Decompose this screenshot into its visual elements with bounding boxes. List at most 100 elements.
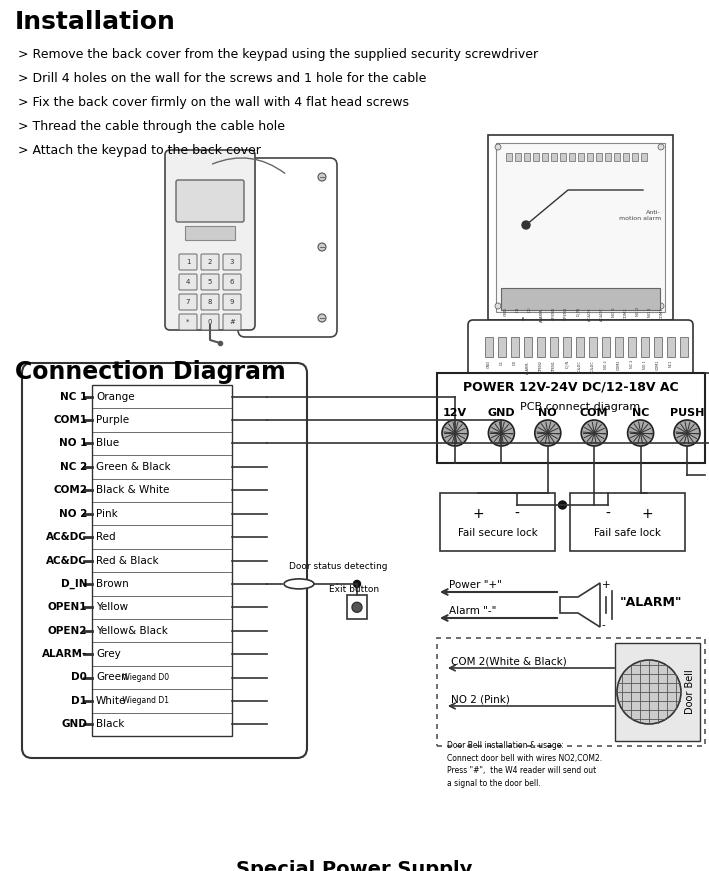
Text: 1: 1 (186, 259, 190, 265)
Circle shape (318, 243, 326, 251)
Text: D0: D0 (71, 672, 87, 683)
Circle shape (318, 314, 326, 322)
Bar (615, 643, 700, 741)
FancyBboxPatch shape (201, 254, 219, 270)
Text: GND: GND (487, 360, 491, 368)
Text: COM2: COM2 (624, 307, 628, 319)
Text: 3: 3 (230, 259, 234, 265)
Text: PCB connect diagram: PCB connect diagram (520, 402, 640, 412)
Bar (605, 153, 611, 161)
Bar (542, 153, 548, 161)
Text: D1: D1 (516, 307, 520, 313)
Text: OPEN2: OPEN2 (552, 307, 556, 321)
Bar (347, 595, 367, 619)
Text: Yellow: Yellow (96, 603, 128, 612)
Bar (563, 337, 571, 357)
Text: > Drill 4 holes on the wall for the screws and 1 hole for the cable: > Drill 4 holes on the wall for the scre… (18, 72, 426, 85)
Text: D_IN: D_IN (60, 578, 87, 589)
Text: +: + (602, 580, 610, 590)
Bar (623, 153, 629, 161)
Text: COM1: COM1 (656, 360, 660, 370)
Bar (506, 153, 512, 161)
Text: NO 2: NO 2 (59, 509, 87, 519)
FancyBboxPatch shape (22, 363, 307, 758)
Circle shape (495, 303, 501, 309)
Circle shape (522, 221, 530, 229)
Text: NC 2: NC 2 (630, 360, 634, 368)
Text: Door Bell: Door Bell (685, 670, 695, 714)
Text: -: - (515, 507, 520, 521)
Text: Purple: Purple (96, 415, 129, 425)
Text: Pink: Pink (96, 509, 118, 519)
Bar (511, 337, 519, 357)
Bar (667, 337, 675, 357)
FancyBboxPatch shape (179, 274, 197, 290)
FancyBboxPatch shape (437, 638, 705, 746)
Text: Door status detecting: Door status detecting (289, 562, 388, 571)
FancyBboxPatch shape (468, 320, 693, 400)
Text: #: # (229, 319, 235, 325)
Text: Door Bell installation & usage:
Connect door bell with wires NO2,COM2.
Press "#": Door Bell installation & usage: Connect … (447, 741, 602, 787)
Text: Grey: Grey (96, 649, 121, 659)
Bar (560, 153, 566, 161)
Text: Connection Diagram: Connection Diagram (15, 360, 286, 384)
Bar (641, 337, 649, 357)
Bar (589, 337, 597, 357)
Bar (533, 153, 539, 161)
Text: D0: D0 (528, 307, 532, 313)
Circle shape (535, 420, 561, 446)
Bar (680, 337, 688, 357)
Text: > Attach the keypad to the back cover: > Attach the keypad to the back cover (18, 144, 261, 157)
FancyBboxPatch shape (223, 254, 241, 270)
Bar (551, 153, 557, 161)
FancyBboxPatch shape (238, 158, 337, 337)
Bar (615, 337, 623, 357)
Text: NC 2: NC 2 (60, 462, 87, 472)
Text: Anti-
motion alarm: Anti- motion alarm (619, 210, 661, 221)
Text: NO 2: NO 2 (604, 360, 608, 368)
FancyBboxPatch shape (201, 274, 219, 290)
Circle shape (617, 660, 681, 724)
Bar (501, 288, 660, 310)
Ellipse shape (284, 579, 314, 589)
Text: ALARM-: ALARM- (526, 360, 530, 374)
Text: *: * (186, 319, 190, 325)
Text: Red & Black: Red & Black (96, 556, 159, 565)
Circle shape (559, 501, 566, 509)
Text: COM2: COM2 (617, 360, 621, 370)
Bar (185, 226, 235, 240)
Text: AC&DC: AC&DC (588, 307, 592, 321)
Text: COM1: COM1 (660, 307, 664, 319)
FancyBboxPatch shape (201, 314, 219, 330)
FancyBboxPatch shape (223, 274, 241, 290)
FancyBboxPatch shape (223, 314, 241, 330)
Text: 5: 5 (208, 279, 212, 285)
FancyBboxPatch shape (179, 254, 197, 270)
Circle shape (581, 420, 607, 446)
Text: PUSH: PUSH (670, 408, 704, 418)
Text: OPEN1: OPEN1 (552, 360, 556, 372)
Text: NC1: NC1 (669, 360, 673, 368)
Bar (578, 153, 584, 161)
Text: -: - (605, 507, 610, 521)
Text: 7: 7 (186, 299, 190, 305)
FancyBboxPatch shape (201, 294, 219, 310)
Bar (437, 373, 705, 463)
Text: 9: 9 (230, 299, 234, 305)
Text: Red: Red (96, 532, 116, 542)
Text: NO: NO (539, 408, 557, 418)
Text: OPEN1: OPEN1 (564, 307, 568, 321)
Text: Special Power Supply: Special Power Supply (236, 860, 473, 871)
Text: Fail safe lock: Fail safe lock (594, 528, 661, 538)
Circle shape (658, 303, 664, 309)
Text: COM: COM (580, 408, 608, 418)
Bar (587, 153, 593, 161)
Text: White: White (96, 696, 126, 706)
Bar (570, 493, 685, 551)
FancyBboxPatch shape (488, 135, 673, 320)
Text: GND: GND (488, 408, 515, 418)
Circle shape (352, 603, 362, 612)
Text: AC&DC: AC&DC (46, 532, 87, 542)
Text: -: - (602, 620, 605, 630)
Circle shape (658, 144, 664, 150)
